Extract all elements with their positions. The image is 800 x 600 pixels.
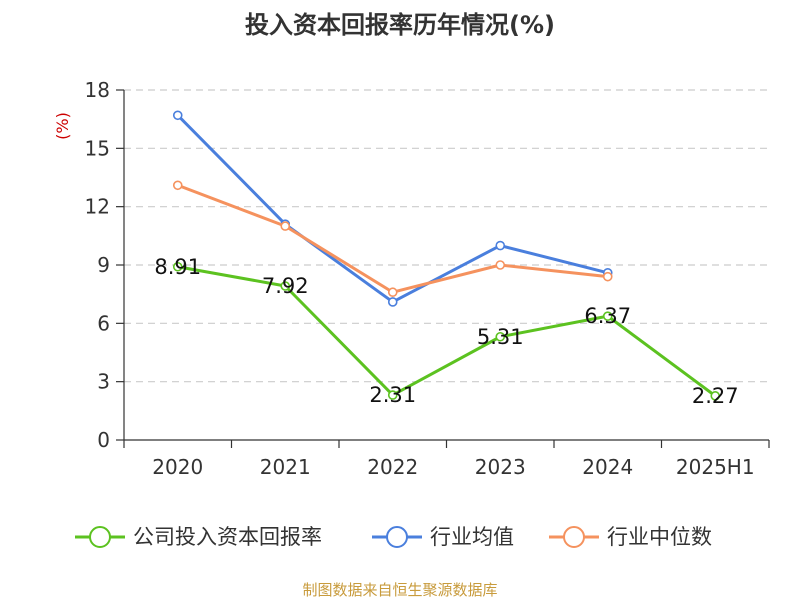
- data-point[interactable]: [602, 271, 613, 282]
- legend-marker: [386, 526, 408, 548]
- source-note: 制图数据来自恒生聚源数据库: [302, 581, 497, 599]
- data-point[interactable]: [172, 110, 183, 121]
- data-label: 5.31: [477, 325, 524, 349]
- series-0: 8.91 7.92 2.31 5.31 6.37 2.27: [154, 255, 738, 408]
- data-point[interactable]: [602, 311, 613, 321]
- legend-label: 行业均值: [430, 525, 514, 549]
- legend-item-2[interactable]: 行业中位数: [549, 525, 712, 549]
- data-label: 2.27: [692, 384, 739, 408]
- x-tick-label: 2023: [475, 455, 526, 479]
- data-point[interactable]: [172, 180, 183, 191]
- x-tick-label: 2025H1: [676, 455, 755, 479]
- chart-title: 投入资本回报率历年情况(%): [245, 11, 555, 39]
- data-point[interactable]: [387, 390, 398, 400]
- data-label: 7.92: [262, 274, 309, 298]
- legend-label: 公司投入资本回报率: [133, 525, 322, 549]
- data-label: 6.37: [584, 304, 631, 328]
- axes: 0 3 6 9 12 15 18 2020 2021 2022 2023 2024 2025H1: [85, 78, 770, 479]
- y-tick-label: 15: [85, 136, 110, 160]
- data-label: 8.91: [154, 255, 201, 279]
- x-tick-label: 2021: [260, 455, 311, 479]
- data-point[interactable]: [172, 261, 183, 272]
- data-point[interactable]: [495, 260, 506, 270]
- series-2: [172, 180, 613, 298]
- legend-marker: [89, 526, 111, 548]
- legend[interactable]: 公司投入资本回报率 行业均值 行业中位数: [75, 525, 712, 549]
- legend-label: 行业中位数: [607, 525, 712, 549]
- data-point[interactable]: [280, 221, 291, 231]
- data-point[interactable]: [280, 281, 291, 291]
- x-tick-label: 2020: [152, 455, 203, 479]
- data-label: 2.31: [369, 383, 416, 407]
- y-tick-label: 3: [97, 370, 110, 394]
- x-tick-label: 2024: [582, 455, 633, 479]
- y-tick-label: 9: [97, 253, 110, 277]
- data-point[interactable]: [387, 287, 398, 298]
- data-point[interactable]: [495, 331, 506, 342]
- y-tick-label: 12: [85, 195, 110, 219]
- x-tick-label: 2022: [367, 455, 418, 479]
- y-tick-label: 6: [97, 311, 110, 335]
- series-line: [177, 183, 608, 294]
- data-point[interactable]: [495, 240, 506, 251]
- y-tick-label: 0: [97, 428, 110, 452]
- data-point[interactable]: [387, 297, 398, 307]
- legend-item-1[interactable]: 行业均值: [372, 525, 514, 549]
- y-axis-unit-label: (%): [53, 112, 72, 140]
- series-line: [177, 265, 717, 398]
- series-layer: 8.91 7.92 2.31 5.31 6.37 2.27: [154, 110, 739, 408]
- legend-marker: [563, 526, 585, 548]
- y-tick-label: 18: [85, 78, 110, 102]
- grid-lines: [124, 89, 769, 383]
- data-point[interactable]: [710, 391, 721, 401]
- legend-item-0[interactable]: 公司投入资本回报率: [75, 525, 322, 549]
